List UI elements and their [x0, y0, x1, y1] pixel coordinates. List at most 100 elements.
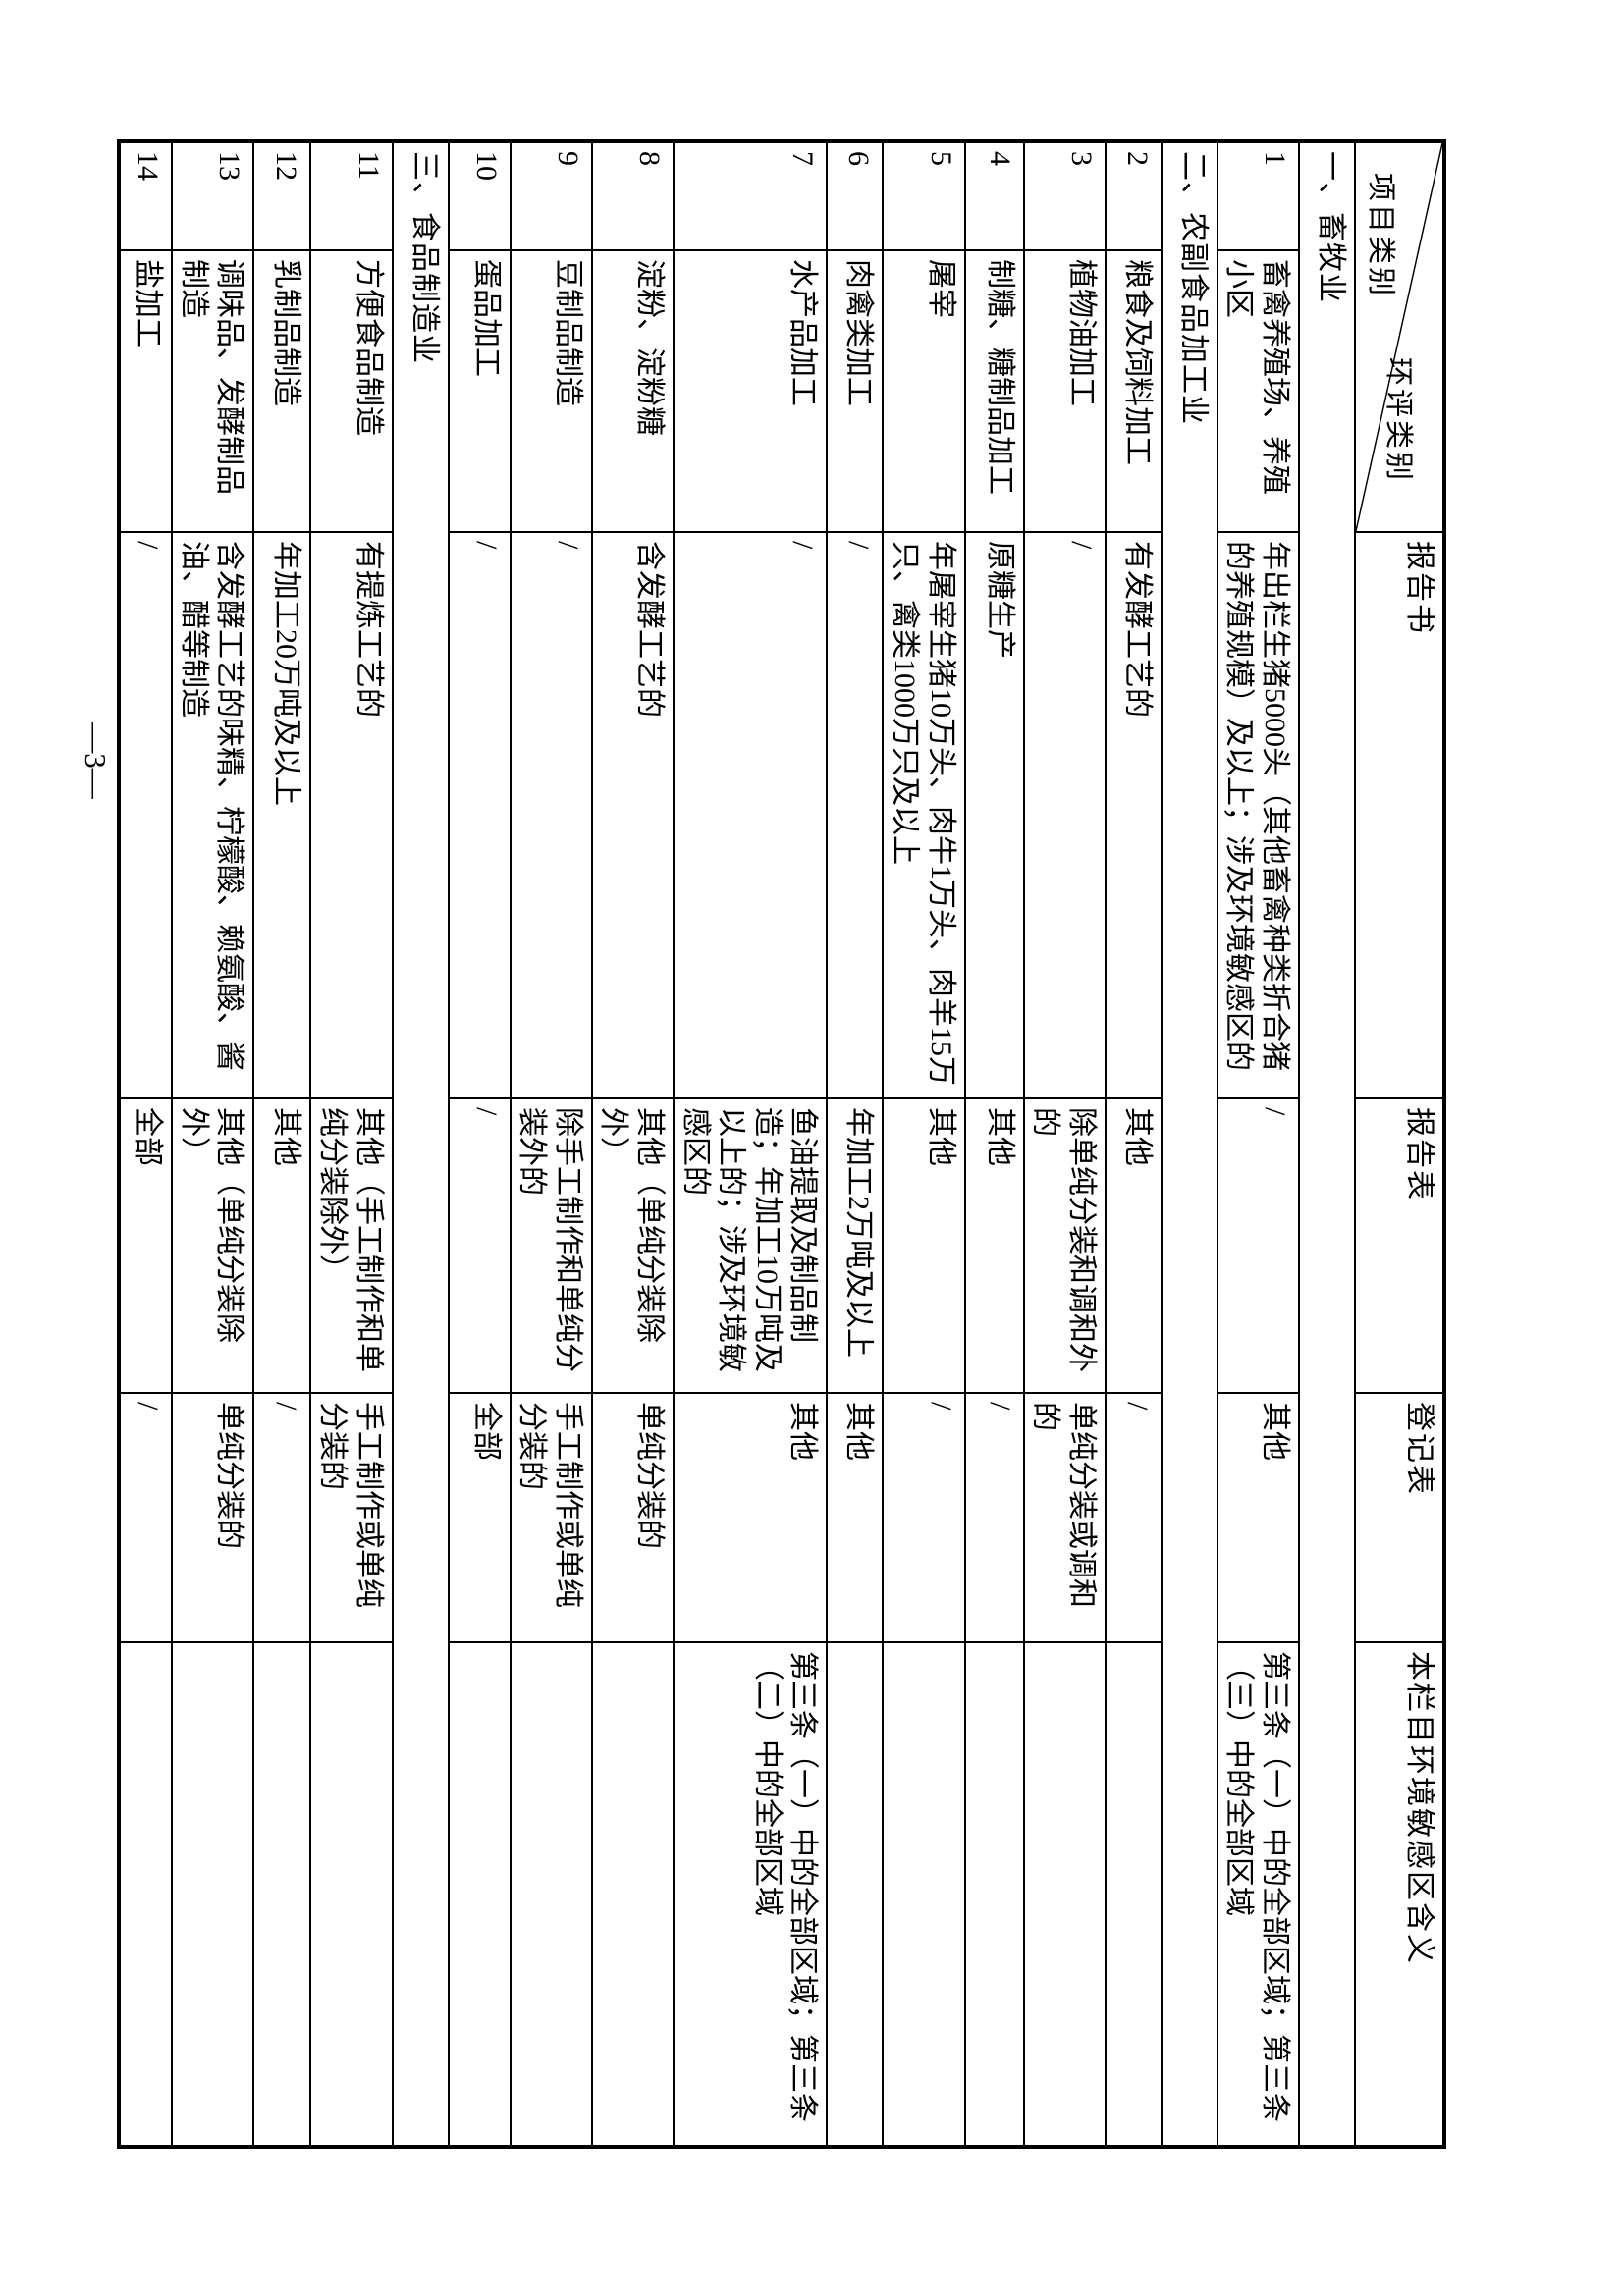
sensitive-area-cell: 第三条（一）中的全部区域；第三条（二）中的全部区域: [674, 1642, 828, 2147]
item-name: 屠宰: [883, 250, 965, 532]
report-form-cell: /: [1217, 1098, 1299, 1393]
item-row: 14 盐加工 / 全部 /: [119, 141, 173, 2147]
item-number: 3: [1023, 141, 1106, 250]
section-title: 一、畜牧业: [1299, 141, 1355, 2147]
registration-form-cell: 其他: [827, 1393, 884, 1642]
item-name: 乳制品制造: [253, 250, 311, 532]
section-title: 二、农副食品加工业: [1161, 141, 1218, 2147]
report-form-cell: 其他（单纯分装除外）: [591, 1098, 675, 1393]
registration-form-cell: 单纯分装的: [591, 1393, 675, 1642]
report-book-cell: 有提炼工艺的: [310, 532, 393, 1098]
sensitive-area-cell: [172, 1642, 254, 2147]
item-name: 盐加工: [119, 250, 173, 532]
item-number: 7: [674, 141, 828, 250]
sensitive-area-cell: [310, 1642, 393, 2147]
item-name: 水产品加工: [674, 250, 828, 532]
item-number: 13: [172, 141, 254, 250]
report-form-cell: 其他: [883, 1098, 965, 1393]
report-book-cell: 年出栏生猪5000头（其他畜禽种类折合猪的养殖规模）及以上；涉及环境敏感区的: [1217, 532, 1299, 1098]
registration-form-cell: 手工制作或单纯分装的: [310, 1393, 393, 1642]
report-form-cell: 其他: [253, 1098, 311, 1393]
report-book-cell: /: [827, 532, 884, 1098]
section-row: 一、畜牧业: [1299, 141, 1355, 2147]
registration-form-cell: 其他: [674, 1393, 828, 1642]
report-form-cell: 其他（手工制作和单纯分装除外）: [310, 1098, 393, 1393]
item-name: 制糖、糖制品加工: [964, 250, 1024, 532]
item-name: 方便食品制造: [310, 250, 393, 532]
item-number: 9: [510, 141, 592, 250]
registration-form-cell: 单纯分装的: [172, 1393, 254, 1642]
report-form-cell: 鱼油提取及制品制造；年加工10万吨及以上的；涉及环境敏感区的: [674, 1098, 828, 1393]
report-form-cell: 除手工制作和单纯分装外的: [510, 1098, 592, 1393]
item-name: 淀粉、淀粉糖: [591, 250, 675, 532]
registration-form-cell: /: [883, 1393, 965, 1642]
sensitive-area-cell: [119, 1642, 173, 2147]
column-header-report-form: 报告表: [1355, 1098, 1444, 1393]
registration-form-cell: /: [964, 1393, 1024, 1642]
report-book-cell: 年屠宰生猪10万头、肉牛1万头、肉羊15万只、禽类1000万只及以上: [883, 532, 965, 1098]
header-row: 环评类别 项目类别 报告书 报告表 登记表 本栏目环境敏感区含义: [1355, 141, 1444, 2147]
item-name: 畜禽养殖场、养殖小区: [1217, 250, 1299, 532]
sensitive-area-cell: [883, 1642, 965, 2147]
sensitive-area-cell: [591, 1642, 675, 2147]
diagonal-header-cell: 环评类别 项目类别: [1355, 141, 1444, 532]
item-number: 10: [448, 141, 511, 250]
section-title: 三、食品制造业: [392, 141, 449, 2147]
item-name: 豆制品制造: [510, 250, 592, 532]
report-book-cell: /: [1023, 532, 1106, 1098]
report-book-cell: /: [119, 532, 173, 1098]
sensitive-area-cell: [1105, 1642, 1162, 2147]
item-row: 6 肉禽类加工 / 年加工2万吨及以上 其他: [827, 141, 884, 2147]
item-row: 3 植物油加工 / 除单纯分装和调和外的 单纯分装或调和的: [1023, 141, 1106, 2147]
item-name: 肉禽类加工: [827, 250, 884, 532]
registration-form-cell: /: [119, 1393, 173, 1642]
item-row: 13 调味品、发酵制品制造 含发酵工艺的味精、柠檬酸、赖氨酸、酱油、醋等制造 其他（单…: [172, 141, 254, 2147]
item-name: 调味品、发酵制品制造: [172, 250, 254, 532]
report-form-cell: 其他: [964, 1098, 1024, 1393]
item-number: 11: [310, 141, 393, 250]
report-book-cell: /: [448, 532, 511, 1098]
sensitive-area-cell: 第三条（一）中的全部区域；第三条（三）中的全部区域: [1217, 1642, 1299, 2147]
item-number: 5: [883, 141, 965, 250]
sensitive-area-cell: [964, 1642, 1024, 2147]
sensitive-area-cell: [253, 1642, 311, 2147]
header-project-category-label: 项目类别: [1365, 173, 1396, 299]
report-form-cell: 年加工2万吨及以上: [827, 1098, 884, 1393]
registration-form-cell: 全部: [448, 1393, 511, 1642]
report-book-cell: 含发酵工艺的: [591, 532, 675, 1098]
report-form-cell: /: [448, 1098, 511, 1393]
item-number: 1: [1217, 141, 1299, 250]
rotated-landscape-table-wrapper: 环评类别 项目类别 报告书 报告表 登记表 本栏目环境敏感区含义 一、畜牧业 1 畜…: [117, 139, 1446, 2149]
item-row: 11 方便食品制造 有提炼工艺的 其他（手工制作和单纯分装除外） 手工制作或单纯分装的: [310, 141, 393, 2147]
item-name: 粮食及饲料加工: [1105, 250, 1162, 532]
column-header-sensitive-area-meaning: 本栏目环境敏感区含义: [1355, 1642, 1444, 2147]
report-book-cell: /: [510, 532, 592, 1098]
registration-form-cell: 手工制作或单纯分装的: [510, 1393, 592, 1642]
item-row: 4 制糖、糖制品加工 原糖生产 其他 /: [964, 141, 1024, 2147]
item-row: 1 畜禽养殖场、养殖小区 年出栏生猪5000头（其他畜禽种类折合猪的养殖规模）及以上…: [1217, 141, 1299, 2147]
sensitive-area-cell: [1023, 1642, 1106, 2147]
page-number: —3—: [79, 722, 113, 799]
sensitive-area-cell: [510, 1642, 592, 2147]
item-row: 12 乳制品制造 年加工20万吨及以上 其他 /: [253, 141, 311, 2147]
column-header-registration-form: 登记表: [1355, 1393, 1444, 1642]
item-row: 9 豆制品制造 / 除手工制作和单纯分装外的 手工制作或单纯分装的: [510, 141, 592, 2147]
report-book-cell: 有发酵工艺的: [1105, 532, 1162, 1098]
registration-form-cell: /: [253, 1393, 311, 1642]
sensitive-area-cell: [827, 1642, 884, 2147]
section-row: 三、食品制造业: [392, 141, 449, 2147]
item-name: 植物油加工: [1023, 250, 1106, 532]
item-name: 蛋品加工: [448, 250, 511, 532]
report-book-cell: 含发酵工艺的味精、柠檬酸、赖氨酸、酱油、醋等制造: [172, 532, 254, 1098]
report-form-cell: 全部: [119, 1098, 173, 1393]
table-body: 一、畜牧业 1 畜禽养殖场、养殖小区 年出栏生猪5000头（其他畜禽种类折合猪的养殖规…: [119, 141, 1355, 2147]
item-row: 8 淀粉、淀粉糖 含发酵工艺的 其他（单纯分装除外） 单纯分装的: [591, 141, 675, 2147]
report-book-cell: 年加工20万吨及以上: [253, 532, 311, 1098]
column-header-report-book: 报告书: [1355, 532, 1444, 1098]
item-number: 14: [119, 141, 173, 250]
item-row: 7 水产品加工 / 鱼油提取及制品制造；年加工10万吨及以上的；涉及环境敏感区的 其他第…: [674, 141, 828, 2147]
report-book-cell: 原糖生产: [964, 532, 1024, 1098]
header-eia-category-label: 环评类别: [1382, 357, 1414, 484]
section-row: 二、农副食品加工业: [1161, 141, 1218, 2147]
